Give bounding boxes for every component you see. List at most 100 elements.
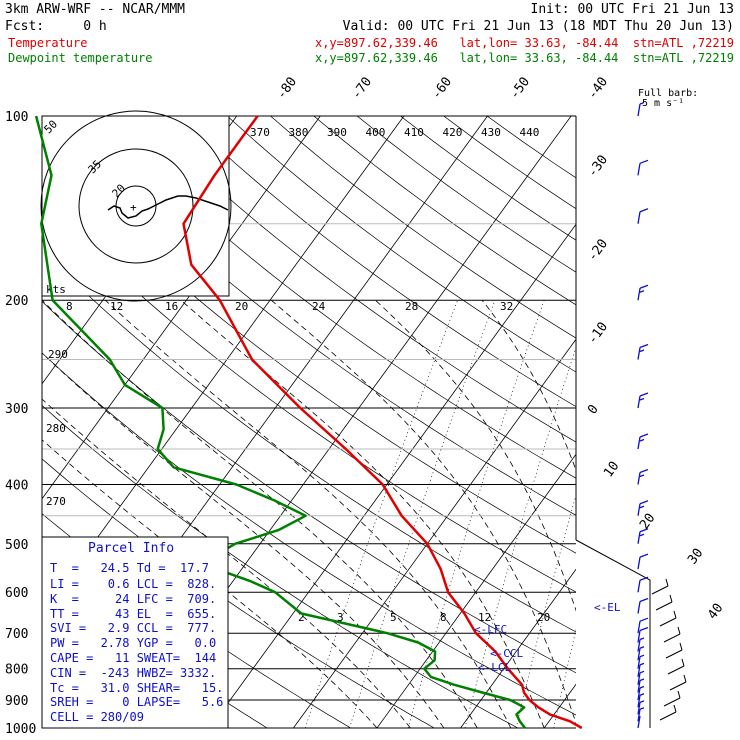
isotherm-line <box>209 223 576 728</box>
isotherm-tick-label: -50 <box>507 75 533 103</box>
parcel-info-line: CAPE = 11 SWEAT= 144 <box>50 651 216 665</box>
wind-barb <box>637 343 649 360</box>
wind-barb <box>637 707 645 722</box>
dewpoint-legend-label: Dewpoint temperature <box>8 51 153 65</box>
temperature-legend-label: Temperature <box>8 36 87 50</box>
isotherm-line <box>293 338 576 728</box>
mixing-ratio-line <box>584 300 691 728</box>
wind-barb <box>663 626 681 643</box>
isotherm-line <box>376 453 576 728</box>
pressure-tick-label: 500 <box>5 538 28 553</box>
mixing-ratio-label: 20 <box>537 611 550 624</box>
wind-barb <box>637 700 645 715</box>
mixing-ratio-label: 12 <box>478 611 491 624</box>
dry-adiabat-line <box>97 116 576 479</box>
mixing-ratio-line <box>515 493 576 728</box>
hodograph-center-marker: + <box>130 201 137 214</box>
dry-adiabat-line <box>400 116 576 241</box>
el-marker: <-EL <box>594 601 621 614</box>
dewpoint-legend-info: x,y=897.62,339.46 lat,lon= 33.63, -84.44… <box>315 51 734 65</box>
wind-barb <box>637 617 649 634</box>
mixing-ratio-line <box>649 300 740 728</box>
wind-barb <box>637 468 649 485</box>
wind-barb <box>665 642 683 659</box>
temperature-legend-info: x,y=897.62,339.46 lat,lon= 33.63, -84.44… <box>315 36 734 50</box>
dry-adiabat-line <box>42 150 576 554</box>
dry-adiabat-line <box>183 116 576 408</box>
hodograph-frame <box>41 115 230 297</box>
mixing-ratio-label: 20 <box>235 300 248 313</box>
hodograph-ring-mid <box>78 148 194 264</box>
wind-barb <box>637 678 645 693</box>
dry-adiabat-line <box>42 404 519 728</box>
isotherm-tick-label: 10 <box>601 459 622 480</box>
parcel-info-line: T = 24.5 Td = 17.7 <box>50 561 209 575</box>
theta-tick-label: 390 <box>327 126 347 139</box>
parcel-info-line: SREH = 0 LAPSE= 5.6 <box>50 695 223 709</box>
mixing-ratio-label: 8 <box>440 611 447 624</box>
dry-adiabat-line <box>486 116 576 179</box>
isotherm-tick-label: -10 <box>585 320 611 348</box>
wind-barb <box>637 693 645 708</box>
theta-tick-label: 420 <box>443 126 463 139</box>
hodograph: 50 35 20 + kts <box>40 110 232 302</box>
wind-barb <box>637 597 649 614</box>
theta-tick-label: 440 <box>520 126 540 139</box>
wind-barb <box>637 284 649 301</box>
isotherm-tick-label: -60 <box>429 75 455 103</box>
hodograph-trace <box>107 195 229 219</box>
isotherm-tick-label: -30 <box>585 153 611 181</box>
isotherm-tick-label: -20 <box>585 237 611 265</box>
wind-barb <box>637 654 645 669</box>
pressure-tick-label: 600 <box>5 586 28 601</box>
parcel-info-line: Tc = 31.0 SHEAR= 15. <box>50 681 223 695</box>
mixing-ratio-label: 3 <box>337 611 344 624</box>
parcel-info-line: PW = 2.78 YGP = 0.0 <box>50 636 216 650</box>
wind-barb <box>637 662 645 677</box>
barb-legend-title: Full barb: <box>638 88 698 99</box>
mixing-ratio-label: 2 <box>298 611 305 624</box>
model-title: 3km ARW-WRF -- NCAR/MMM <box>5 2 185 17</box>
wind-barb <box>637 637 645 652</box>
wind-barb <box>663 690 681 707</box>
wind-barb <box>637 101 645 117</box>
isotherm-tick-label: 0 <box>585 402 602 417</box>
parcel-info-line: CIN = -243 HWBZ= 3332. <box>50 666 216 680</box>
moist-adiabat-line <box>271 299 576 725</box>
wind-barb <box>669 674 687 691</box>
dry-adiabat-line <box>53 116 576 516</box>
hodograph-ring-outer <box>40 110 232 302</box>
isotherm-tick-label: 20 <box>637 511 658 532</box>
wind-barb <box>637 715 641 729</box>
pressure-tick-label: 1000 <box>5 722 36 737</box>
wind-barb <box>637 685 645 701</box>
wind-barb <box>659 704 677 721</box>
moist-adiabat-line <box>481 299 576 472</box>
parcel-info-frame <box>41 536 229 729</box>
mixing-ratio-label: 24 <box>312 300 326 313</box>
wind-barb <box>667 658 685 675</box>
theta-tick-label: 410 <box>404 126 424 139</box>
parcel-info-line: K = 24 LFC = 709. <box>50 592 216 606</box>
theta-tick-label: 290 <box>48 348 68 361</box>
parcel-info-box: Parcel Info T = 24.5 Td = 17.7 LI = 0.6 … <box>41 536 229 729</box>
parcel-info-line: CELL = 280/09 <box>50 710 144 724</box>
pressure-tick-label: 400 <box>5 478 28 493</box>
theta-tick-label: 380 <box>289 126 309 139</box>
wind-barb <box>637 553 649 570</box>
wind-barb <box>651 578 669 595</box>
isotherm-tick-label: -70 <box>349 75 375 103</box>
dry-adiabat-line <box>42 200 576 593</box>
dry-adiabat-line <box>226 116 576 373</box>
pressure-tick-label: 700 <box>5 627 28 642</box>
mixing-ratio-label: 32 <box>500 300 513 313</box>
barb-legend-value: 5 m s⁻¹ <box>642 98 684 109</box>
temperature-profile-line <box>182 115 583 730</box>
theta-tick-label: 430 <box>481 126 501 139</box>
init-time: Init: 00 UTC Fri 21 Jun 13 <box>531 2 735 17</box>
wind-barbs <box>637 101 687 729</box>
pressure-tick-label: 900 <box>5 694 28 709</box>
dry-adiabat-line <box>140 116 576 443</box>
wind-barb <box>637 646 645 661</box>
dry-adiabat-line <box>42 352 576 716</box>
